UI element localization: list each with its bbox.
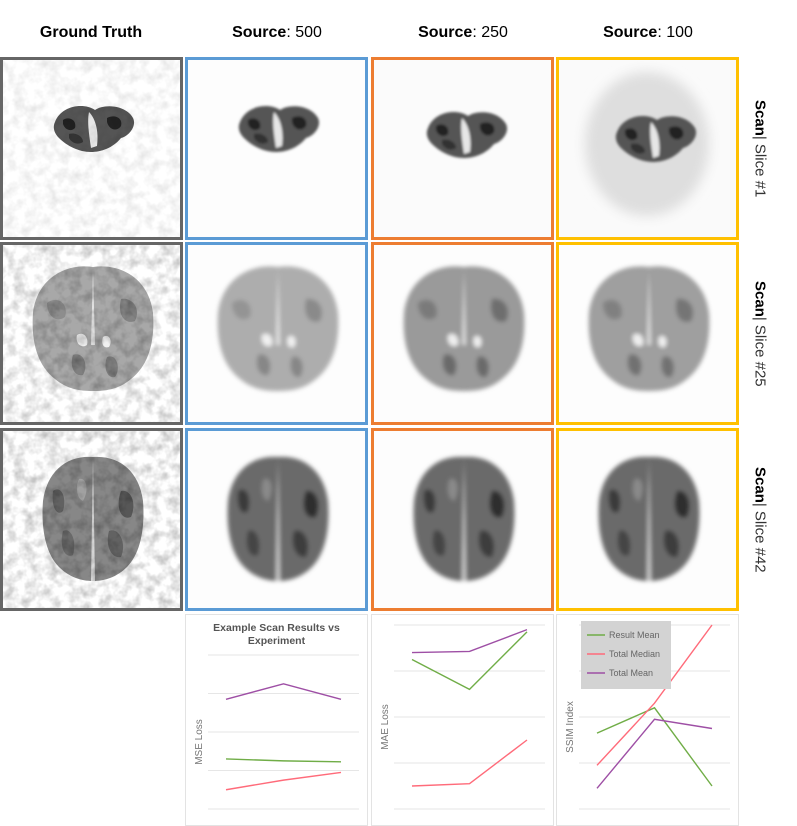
series-line-total-median	[596, 624, 713, 766]
chart-mae-loss: MAE Loss	[371, 614, 554, 826]
brain-scan-image	[559, 245, 736, 422]
series-line-total-mean	[596, 718, 713, 789]
column-header-ground-truth: Ground Truth	[0, 24, 182, 48]
brain-scan-image	[3, 431, 180, 608]
brain-scan-image	[374, 60, 551, 237]
row-label-rest: | Slice #42	[751, 502, 769, 573]
y-axis-label: SSIM Index	[565, 701, 576, 753]
chart-ssim-index: SSIM Index Result Mean Total Median Total M…	[556, 614, 739, 826]
chart-legend	[581, 621, 671, 689]
series-line-result-mean	[596, 706, 713, 787]
brain-scan-image	[374, 431, 551, 608]
column-header-rest: : 500	[286, 24, 322, 41]
brain-scan-image	[188, 60, 365, 237]
row-label-rest: | Slice #1	[751, 135, 769, 198]
image-source-500-slice-42	[185, 428, 368, 611]
brain-scan-image	[559, 60, 736, 237]
row-label-slice-25: Scan| Slice #25	[745, 242, 775, 425]
legend-entry: Result Mean	[609, 630, 660, 640]
row-label-rest: | Slice #25	[751, 316, 769, 387]
image-source-500-slice-1	[185, 57, 368, 240]
column-header-bold: Source	[418, 24, 473, 41]
column-header-source-100: Source: 100	[557, 24, 739, 48]
row-label-slice-1: Scan| Slice #1	[745, 57, 775, 240]
image-ground-truth-slice-1	[0, 57, 183, 240]
column-header-bold: Ground Truth	[39, 24, 143, 41]
legend-entry: Total Median	[609, 649, 660, 659]
series-line-total-mean	[225, 683, 342, 700]
series-line-total-mean	[411, 628, 528, 654]
row-label-bold: Scan	[751, 280, 769, 317]
y-axis-label: MSE Loss	[194, 719, 205, 765]
brain-scan-image	[188, 431, 365, 608]
chart-canvas: MAE Loss	[380, 624, 545, 810]
column-header-rest: : 100	[657, 24, 693, 41]
chart-title: Example Scan Results vs Experiment	[213, 622, 340, 647]
chart-canvas: SSIM Index Result Mean Total Median Total M…	[565, 621, 730, 810]
image-source-100-slice-42	[556, 428, 739, 611]
image-source-100-slice-25	[556, 242, 739, 425]
row-label-slice-42: Scan| Slice #42	[745, 428, 775, 611]
column-header-source-500: Source: 500	[186, 24, 368, 48]
brain-scan-image	[374, 245, 551, 422]
chart-mse-loss: Example Scan Results vs Experiment MSE Los…	[185, 614, 368, 826]
series-line-result-mean	[225, 758, 342, 763]
legend-entry: Total Mean	[609, 668, 653, 678]
column-header-bold: Source	[603, 24, 658, 41]
image-ground-truth-slice-25	[0, 242, 183, 425]
brain-scan-image	[559, 431, 736, 608]
image-source-500-slice-25	[185, 242, 368, 425]
image-source-250-slice-25	[371, 242, 554, 425]
y-axis-label: MAE Loss	[380, 704, 391, 750]
series-line-result-mean	[411, 631, 528, 691]
column-header-rest: : 250	[472, 24, 508, 41]
image-ground-truth-slice-42	[0, 428, 183, 611]
series-line-total-median	[411, 739, 528, 787]
image-source-100-slice-1	[556, 57, 739, 240]
brain-scan-image	[188, 245, 365, 422]
row-label-bold: Scan	[751, 466, 769, 503]
image-source-250-slice-1	[371, 57, 554, 240]
series-line-total-median	[225, 771, 342, 791]
row-label-bold: Scan	[751, 99, 769, 136]
column-header-bold: Source	[232, 24, 287, 41]
brain-scan-image	[3, 60, 180, 237]
chart-canvas: Example Scan Results vs Experiment MSE Los…	[194, 622, 359, 810]
brain-scan-image	[3, 245, 180, 422]
image-source-250-slice-42	[371, 428, 554, 611]
column-header-source-250: Source: 250	[372, 24, 554, 48]
